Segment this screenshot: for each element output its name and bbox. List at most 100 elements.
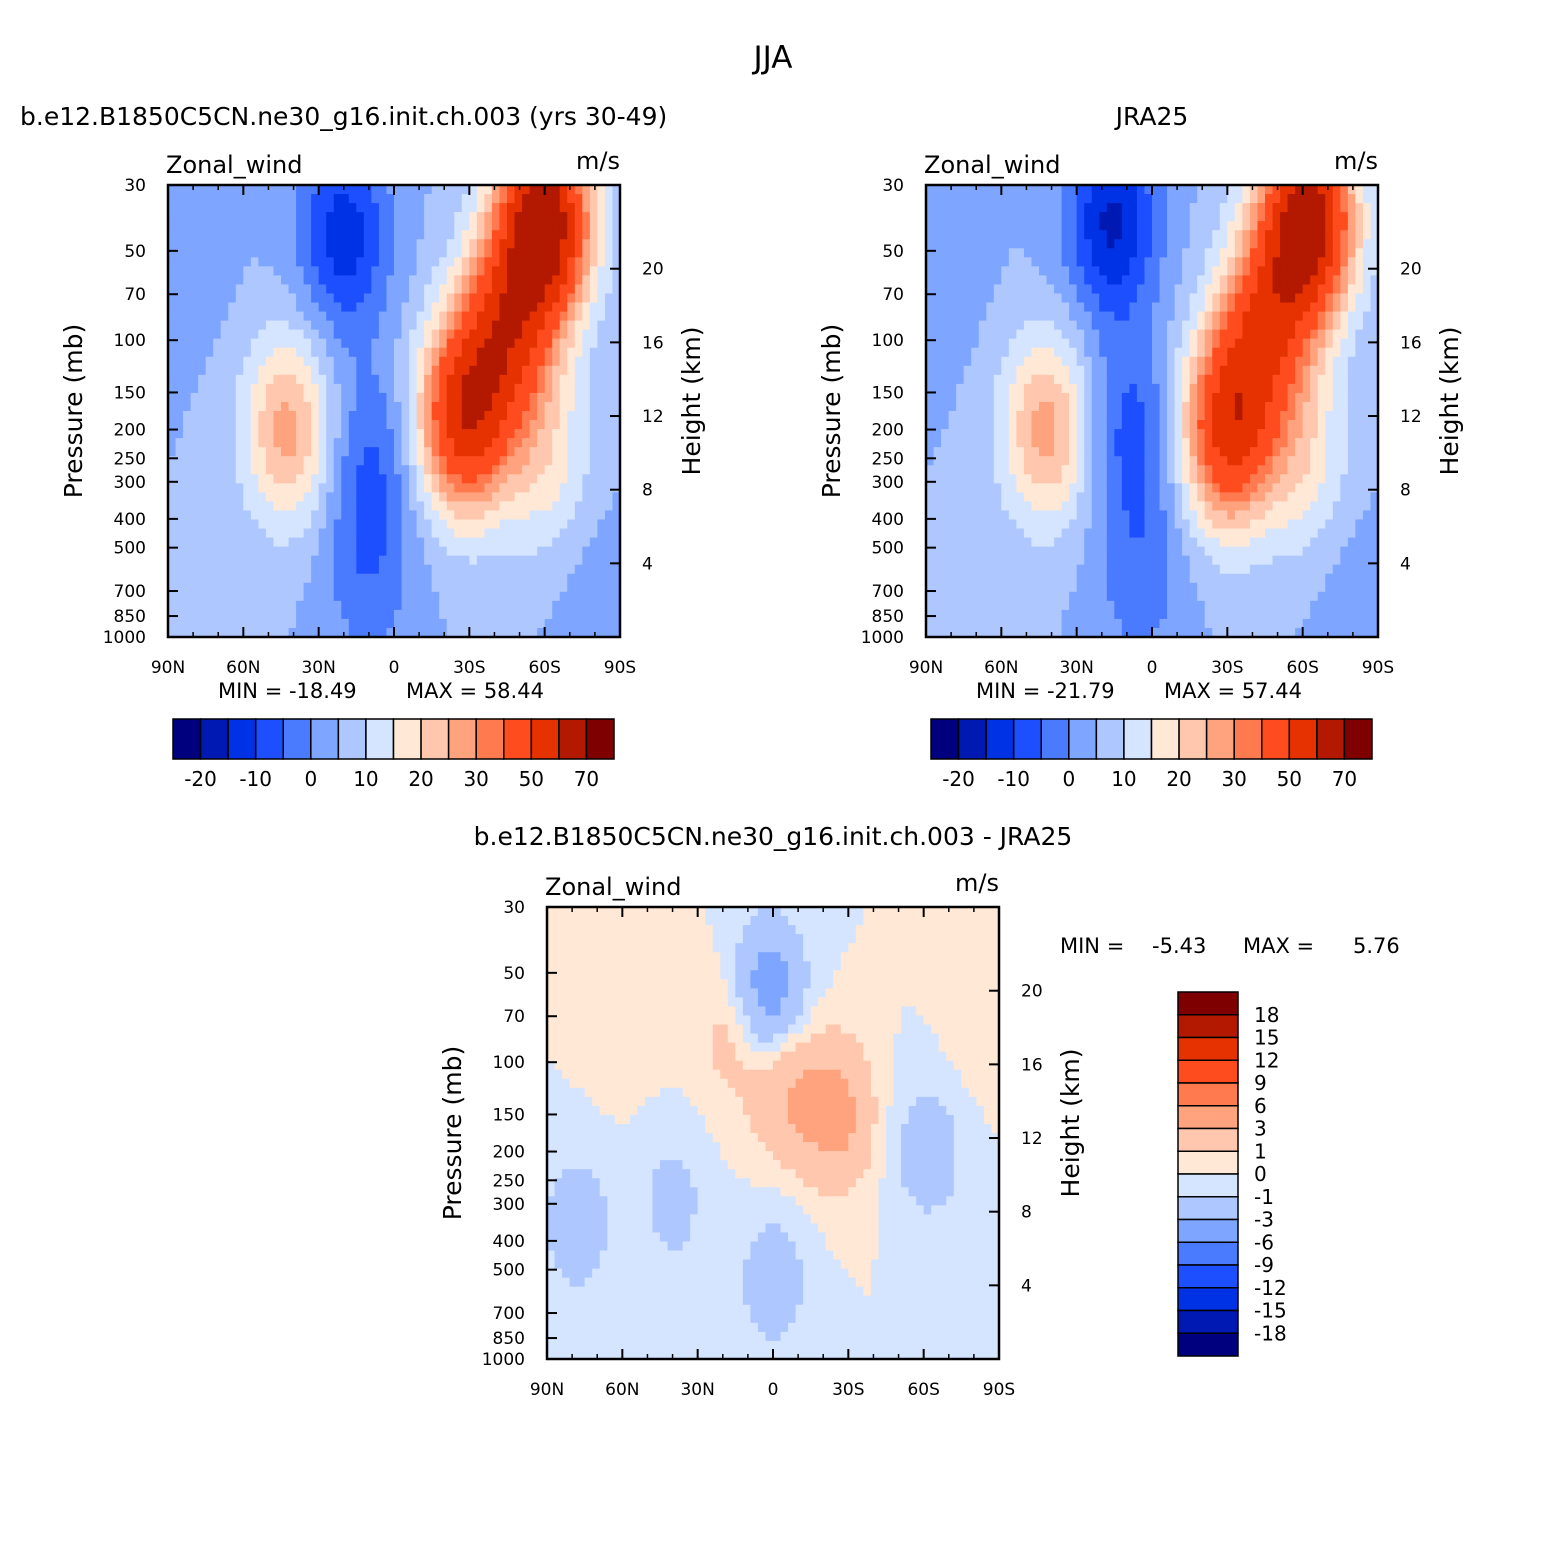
field-cell	[205, 392, 214, 403]
field-cell	[1121, 492, 1130, 502]
field-cell	[1008, 329, 1017, 340]
field-cell	[454, 582, 463, 593]
field-cell	[522, 266, 531, 276]
field-cell	[394, 600, 403, 611]
field-cell	[1099, 618, 1108, 629]
field-cell	[971, 284, 980, 295]
field-cell	[529, 474, 538, 484]
field-cell	[567, 302, 576, 313]
field-cell	[341, 528, 350, 539]
field-cell	[446, 302, 455, 313]
field-cell	[537, 275, 546, 286]
field-cell	[1197, 438, 1206, 448]
field-cell	[476, 501, 485, 512]
field-cell	[971, 447, 980, 457]
field-cell	[273, 230, 282, 240]
field-cell	[1121, 483, 1130, 493]
field-cell	[265, 194, 275, 204]
field-cell	[378, 411, 388, 421]
field-cell	[978, 474, 987, 484]
field-cell	[190, 203, 199, 213]
field-cell	[1039, 627, 1048, 638]
field-cell	[582, 311, 591, 322]
colorbar-swatch	[585, 718, 615, 760]
field-cell	[371, 383, 380, 394]
field-cell	[933, 483, 942, 493]
field-cell	[273, 401, 282, 412]
field-cell	[341, 338, 350, 349]
field-cell	[529, 203, 538, 213]
field-cell	[1031, 438, 1040, 448]
field-cell	[941, 392, 950, 403]
field-cell	[371, 311, 380, 322]
field-cell	[446, 618, 455, 629]
field-cell	[318, 284, 327, 295]
field-cell	[183, 248, 192, 258]
field-cell	[386, 221, 395, 231]
field-cell	[559, 411, 568, 421]
field-cell	[582, 338, 591, 349]
field-cell	[205, 347, 214, 358]
field-cell	[1023, 302, 1033, 313]
field-cell	[168, 591, 177, 602]
field-cell	[1084, 573, 1093, 584]
field-cell	[1076, 383, 1085, 394]
field-cell	[1204, 420, 1213, 430]
field-cell	[978, 510, 987, 521]
field-cell	[971, 392, 980, 403]
field-cell	[371, 257, 380, 267]
y2-tick-label: 4	[642, 554, 653, 574]
field-cell	[1001, 456, 1010, 466]
field-cell	[1152, 528, 1161, 539]
field-cell	[213, 528, 222, 539]
field-cell	[552, 212, 561, 222]
field-cell	[1099, 600, 1108, 611]
y-tick-label: 500	[114, 539, 146, 559]
field-cell	[582, 401, 591, 412]
field-cell	[1167, 582, 1176, 593]
field-cell	[1197, 618, 1206, 629]
field-cell	[514, 185, 523, 195]
field-cell	[220, 546, 229, 557]
field-cell	[956, 465, 965, 475]
field-cell	[522, 528, 531, 539]
field-cell	[1069, 537, 1078, 548]
field-cell	[933, 618, 942, 629]
field-cell	[190, 510, 199, 521]
y-axis-title: Pressure (mb)	[59, 324, 88, 498]
field-cell	[1061, 627, 1070, 638]
field-cell	[978, 239, 987, 249]
field-cell	[1023, 374, 1033, 385]
field-cell	[986, 627, 995, 638]
field-cell	[971, 212, 980, 222]
field-cell	[529, 302, 538, 313]
field-cell	[250, 510, 259, 521]
field-cell	[265, 293, 275, 304]
field-cell	[1023, 627, 1033, 638]
field-cell	[604, 483, 614, 493]
field-cell	[288, 374, 297, 385]
field-cell	[1159, 212, 1168, 222]
field-cell	[941, 546, 950, 557]
field-cell	[235, 528, 244, 539]
field-cell	[1182, 429, 1191, 439]
field-cell	[454, 356, 463, 367]
field-cell	[1106, 257, 1115, 267]
field-cell	[537, 230, 546, 240]
field-cell	[491, 374, 501, 385]
field-cell	[386, 492, 395, 502]
field-cell	[971, 429, 980, 439]
field-cell	[469, 429, 478, 439]
field-cell	[341, 275, 350, 286]
field-cell	[1084, 609, 1093, 620]
field-cell	[235, 618, 244, 629]
field-cell	[1023, 230, 1033, 240]
field-cell	[476, 546, 485, 557]
field-cell	[1069, 492, 1078, 502]
field-cell	[1121, 591, 1130, 602]
field-cell	[401, 347, 410, 358]
field-cell	[926, 185, 935, 195]
field-cell	[926, 374, 935, 385]
field-cell	[978, 609, 987, 620]
field-cell	[993, 618, 1002, 629]
